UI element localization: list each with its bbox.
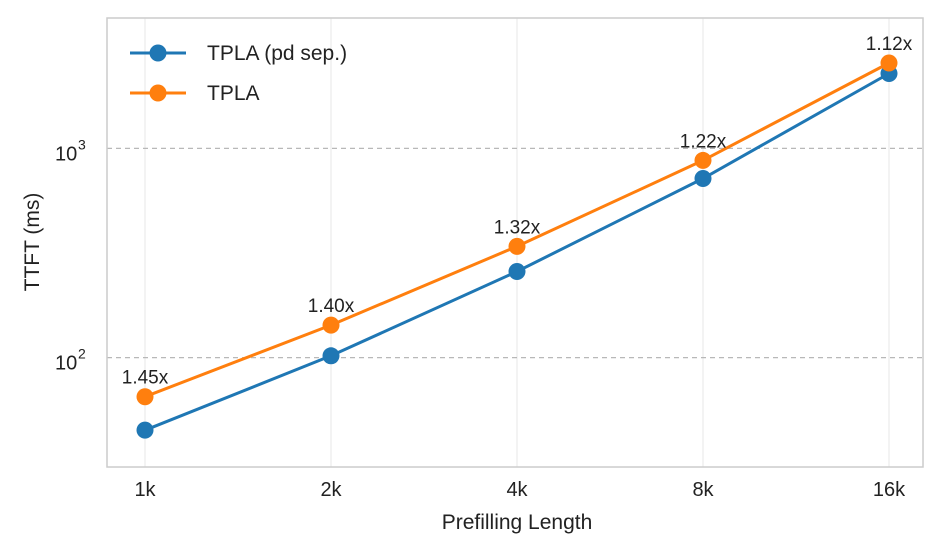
- point-s1-16k: [880, 54, 898, 72]
- annotation-8k: 1.22x: [680, 131, 727, 152]
- y-tick-10^3: 10 3: [55, 136, 86, 165]
- y-tick-base: 10: [55, 143, 77, 165]
- annotation-2k: 1.40x: [308, 296, 355, 317]
- series-1: [136, 54, 898, 406]
- legend-label: TPLA: [207, 82, 260, 105]
- y-tick-10^2: 10 2: [55, 346, 86, 375]
- x-tick-1k: 1k: [134, 479, 156, 501]
- point-s1-2k: [322, 316, 340, 334]
- legend-item-1: TPLA: [130, 82, 260, 105]
- point-s0-4k: [508, 262, 526, 280]
- legend-marker: [149, 84, 167, 102]
- x-tick-labels: 1k 2k 4k 8k 16k: [134, 479, 906, 501]
- x-tick-4k: 4k: [506, 479, 528, 501]
- x-axis-label: Prefilling Length: [442, 511, 593, 534]
- point-s0-1k: [136, 421, 154, 439]
- x-tick-8k: 8k: [692, 479, 714, 501]
- annotation-4k: 1.32x: [494, 217, 541, 238]
- y-tick-exponent: 3: [78, 136, 86, 152]
- y-tick-exponent: 2: [78, 346, 86, 362]
- x-tick-2k: 2k: [320, 479, 342, 501]
- series-0: [136, 65, 898, 439]
- x-tick-16k: 16k: [873, 479, 906, 501]
- point-s0-2k: [322, 347, 340, 365]
- legend-label: TPLA (pd sep.): [207, 42, 347, 65]
- legend-marker: [149, 44, 167, 62]
- annotation-1k: 1.45x: [122, 368, 169, 389]
- plot-frame: [106, 17, 924, 468]
- y-tick-base: 10: [55, 353, 77, 375]
- point-s0-8k: [694, 169, 712, 187]
- ratio-annotations: 1.45x 1.40x 1.32x 1.22x 1.12x: [122, 34, 913, 389]
- legend-item-0: TPLA (pd sep.): [130, 42, 347, 65]
- series-layer: [136, 54, 898, 439]
- point-s1-8k: [694, 151, 712, 169]
- point-s1-1k: [136, 388, 154, 406]
- y-axis-label: TTFT (ms): [21, 193, 44, 292]
- point-s1-4k: [508, 237, 526, 255]
- legend: TPLA (pd sep.) TPLA: [130, 42, 347, 105]
- annotation-16k: 1.12x: [866, 34, 913, 55]
